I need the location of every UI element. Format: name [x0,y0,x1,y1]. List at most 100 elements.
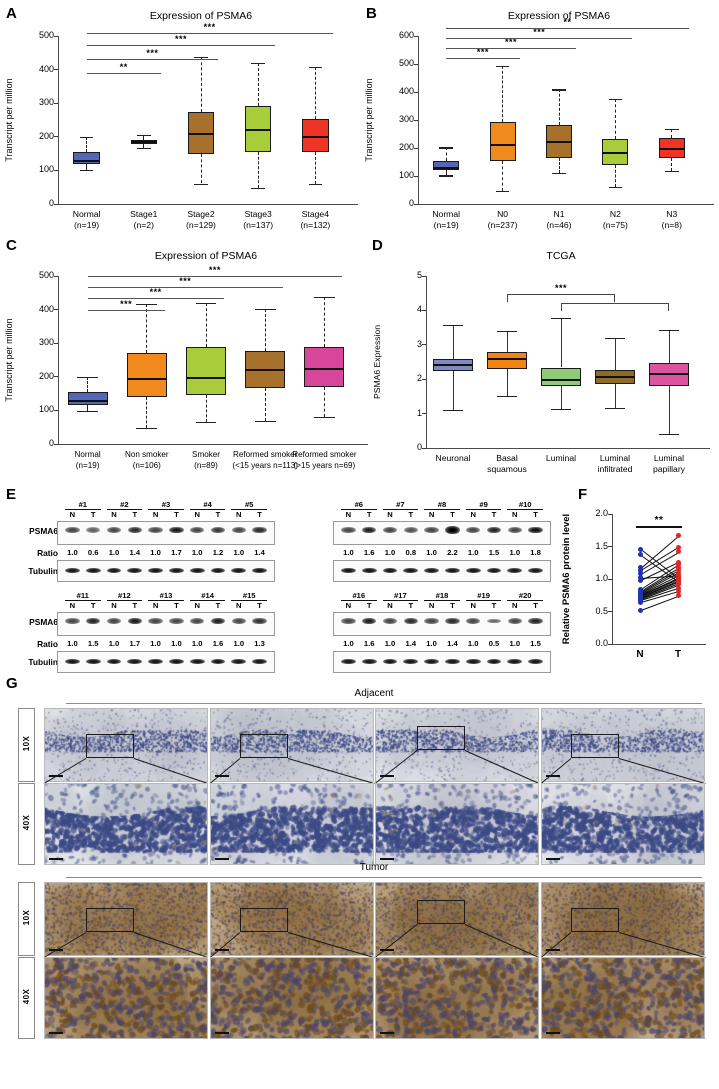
section-rule-1 [66,877,702,878]
band-psma6-lane-9 [528,617,543,625]
band-psma6-lane-6 [189,527,205,533]
micrograph-tumor-40X-1 [209,957,374,1039]
x-category-label-3: Luminal infiltrated [576,453,654,475]
ratio-value-lane-8: 1.0 [509,548,521,557]
band-tubulin-lane-1 [85,568,101,573]
median-line-3 [245,368,286,371]
whisker-cap-upper [495,65,510,68]
scale-bar-adjacent-10X-3 [545,775,560,777]
micrograph-frame-adjacent-10X-0 [44,708,208,782]
panel-label-a: A [6,5,17,22]
whisker-upper [87,377,89,392]
band-tubulin-lane-0 [340,659,356,664]
whisker-cap-upper [658,330,680,332]
band-psma6-lane-1 [361,617,377,625]
band-psma6-lane-6 [189,618,205,624]
y-tick-label: 0 [416,442,422,452]
whisker-upper [614,99,616,140]
micrograph-adjacent-40X-2 [375,783,539,865]
micrograph-adjacent-10X-1 [209,708,374,782]
ratio-value-lane-9: 1.5 [530,639,541,648]
sig-star-3: *** [208,265,221,275]
y-axis-label: Transcript per million [364,78,374,162]
whisker-lower [200,153,202,184]
x-category-count-4: (n=132) [300,220,331,230]
lane-header-normal-8: N [512,510,518,519]
y-tick-label: 500 [38,270,54,280]
x-category-name-4: Luminal [653,453,685,463]
y-tick-label: 0 [48,438,54,448]
whisker-cap-upper [665,128,679,131]
x-category-count-4: papillary [652,464,685,474]
y-axis-label: Relative PSMA6 protein level [561,513,572,645]
ratio-value-lane-2: 1.0 [108,639,120,648]
ratio-value-lane-0: 1.0 [343,639,354,648]
band-psma6-lane-2 [106,527,122,533]
band-tubulin-lane-0 [64,659,80,664]
box-2 [541,367,581,387]
whisker-upper [264,308,266,351]
y-axis-label: PSMA6 Expression [372,324,382,400]
y-tick [414,203,418,205]
x-category-name-1: Basal [496,453,518,463]
whisker-cap-lower [604,408,626,410]
mag-box-10X [18,882,35,956]
scale-bar-tumor-40X-0 [49,1032,63,1034]
y-tick-label: 1.5 [595,540,608,551]
row-label-protein: PSMA6 [29,617,58,627]
whisker-lower [671,157,673,171]
lane-header-tumor-5: T [450,601,455,610]
sample-id-n19: #19 [465,591,502,601]
band-psma6-lane-1 [85,527,101,533]
band-psma6-lane-7 [486,618,502,624]
whisker-cap-lower [658,434,680,436]
panel-f: 0.0 0.5 1.0 1.5 2.0 Relative PSMA6 protein le… [560,486,719,671]
band-tubulin-lane-3 [403,568,419,573]
band-tubulin-lane-7 [486,568,502,573]
whisker-lower [506,369,508,396]
x-category-count-3: infiltrated [597,464,633,474]
x-category-name-3: Luminal [599,453,631,463]
box-0 [67,391,108,405]
y-tick-label: 400 [398,86,414,96]
whisker-cap-upper [608,99,623,101]
band-tubulin-lane-8 [231,659,247,664]
sample-id-n2: #2 [106,500,143,510]
whisker-upper [506,331,508,352]
whisker-cap-lower [552,172,566,174]
band-psma6-lane-9 [252,617,267,625]
scale-bar-tumor-10X-2 [380,949,394,951]
lane-header-tumor-9: T [257,510,262,519]
lane-header-normal-4: N [152,601,159,610]
sample-id-n1: #1 [65,500,101,510]
y-tick [54,169,58,172]
x-category-name-2: Luminal [545,453,577,463]
x-category-name-2: Stage2 [187,209,215,219]
sig-line-1 [86,59,219,60]
blot-box-tubulin [333,560,551,582]
band-psma6-lane-6 [465,618,481,624]
lane-header-tumor-9: T [533,601,538,610]
sample-id-n17: #17 [382,591,419,601]
micrograph-tumor-40X-3 [540,957,705,1039]
x-category-count-2: (n=89) [194,461,218,470]
lane-header-normal-8: N [236,510,242,519]
median-line-1 [130,140,157,143]
y-tick-label: 1 [416,407,422,418]
box-1 [489,122,516,161]
band-psma6-lane-8 [231,527,247,533]
x-category-label-3: Reformed smoker (<15 years n=113) [223,449,308,471]
median-line-2 [546,141,572,144]
x-category-count-0: (n=19) [433,220,459,230]
whisker-lower [614,383,616,409]
median-line-4 [302,136,329,139]
mag-box-40X [18,957,35,1039]
whisker-lower [87,404,89,412]
y-tick-label: 3 [416,338,422,349]
whisker-upper [323,297,325,347]
ratio-value-lane-1: 1.6 [363,548,375,557]
whisker-cap-upper [442,324,464,326]
x-category-label-0: Normal (n=19) [45,209,127,231]
whisker-cap-upper [195,302,217,304]
lane-header-tumor-7: T [215,601,221,610]
